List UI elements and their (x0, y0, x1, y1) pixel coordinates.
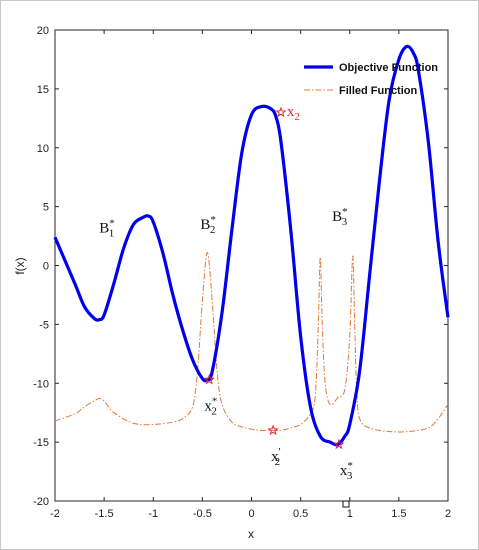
x-axis-ticks: -2 -1.5 -1 -0.5 0 0.5 1 1.5 2 (50, 30, 451, 520)
x-tick-label: 1 (347, 508, 353, 520)
series-layer (53, 44, 450, 447)
x-tick-label: 0 (248, 508, 254, 520)
x-tick-label: 1.5 (391, 508, 406, 520)
series-line-objective (53, 44, 450, 447)
x-tick-label: -1 (148, 508, 158, 520)
y-tick-label: 10 (37, 143, 49, 155)
cursor-handle[interactable] (342, 500, 350, 508)
legend-label-objective: Objective Function (339, 62, 438, 74)
y-tick-label: -15 (33, 437, 49, 449)
star-marker-1 (267, 424, 279, 436)
y-tick-label: -5 (39, 319, 49, 331)
star-marker-2 (333, 438, 345, 450)
annotation-label-5: x* 3 (340, 460, 353, 482)
annotation-label-1: B* 2 (200, 214, 216, 236)
y-tick-label: -10 (33, 378, 49, 390)
y-axis-ticks: -20 -15 -10 -5 0 5 10 15 20 (33, 25, 448, 508)
annotation-label-2: B* 3 (332, 206, 348, 228)
series-line-filled (54, 252, 449, 433)
star-marker-3 (275, 106, 287, 118)
x-tick-label: -2 (50, 508, 60, 520)
y-tick-label: 15 (37, 84, 49, 96)
y-axis-label: f(x) (13, 257, 27, 274)
marker-layer (203, 106, 345, 450)
legend: Objective Function Filled Function (304, 62, 438, 97)
annotation-layer: B* 1 B* 2 B* 3 x* 2 x' 2 x* 3 x2 (99, 104, 353, 482)
x-tick-label: 0.5 (293, 508, 308, 520)
y-tick-label: 5 (43, 202, 49, 214)
y-tick-label: 20 (37, 25, 49, 37)
x-tick-label: -0.5 (193, 508, 212, 520)
annotation-label-6: x2 (287, 104, 300, 123)
annotation-label-3: x* 2 (204, 395, 217, 417)
star-marker-0 (203, 373, 215, 385)
legend-label-filled: Filled Function (339, 85, 417, 97)
y-tick-label: 0 (43, 261, 49, 273)
x-tick-label: 2 (445, 508, 451, 520)
annotation-label-4: x' 2 (271, 446, 281, 468)
x-tick-label: -1.5 (95, 508, 114, 520)
y-tick-label: -20 (33, 496, 49, 508)
x-axis-label: x (248, 527, 254, 541)
annotation-label-0: B* 1 (99, 218, 115, 240)
plot-area (54, 29, 449, 502)
